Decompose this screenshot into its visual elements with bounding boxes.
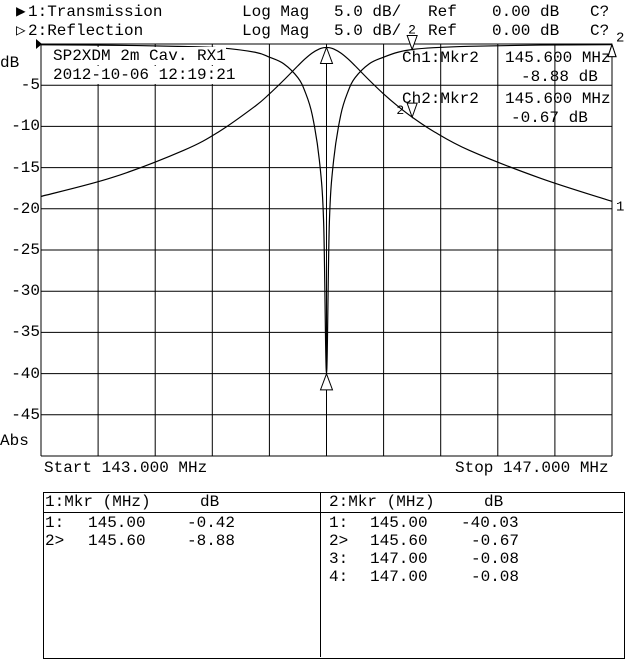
marker-freq: 145.60 xyxy=(88,532,146,550)
marker-id: 3: xyxy=(329,550,349,568)
marker-id: 1: xyxy=(329,514,349,532)
marker-db: -0.42 xyxy=(187,514,236,532)
trace-2 xyxy=(40,44,613,375)
marker-freq: 145.60 xyxy=(370,532,428,550)
marker-db: -8.88 xyxy=(187,532,236,550)
y-unit-label: dB xyxy=(0,54,20,72)
stop-frequency[interactable]: Stop 147.000 MHz xyxy=(455,459,609,477)
marker-freq: 145.00 xyxy=(370,514,428,532)
table-header-db: dB xyxy=(200,493,220,511)
marker-freq: 145.00 xyxy=(88,514,146,532)
active-marker-icon xyxy=(406,35,418,52)
y-tick-label: -45 xyxy=(11,405,40,424)
channel-1-scale: 5.0 dB/ xyxy=(334,3,402,21)
marker-freq: 147.00 xyxy=(370,568,428,586)
ch2-marker-label: Ch2:Mkr2 xyxy=(402,90,479,108)
ch2-marker-value: -0.67 dB xyxy=(511,109,588,127)
marker-id: 2> xyxy=(45,532,65,550)
plot-title: SP2XDM 2m Cav. RX1 xyxy=(53,47,226,65)
ch2-marker-freq: 145.600 MHz xyxy=(505,90,611,108)
marker-number-label: 2 xyxy=(396,103,404,118)
y-tick-label: -10 xyxy=(11,117,40,136)
y-tick-label: -15 xyxy=(11,158,40,177)
table-header-mkr: 1:Mkr (MHz) xyxy=(45,493,151,511)
ch1-marker-label: Ch1:Mkr2 xyxy=(402,49,479,67)
channel-2-label: 2:Reflection xyxy=(28,22,144,40)
marker-db: -0.67 xyxy=(471,532,520,550)
start-frequency[interactable]: Start 143.000 MHz xyxy=(44,459,208,477)
channel-2-ref-value: 0.00 dB xyxy=(492,22,560,40)
table-header-db: dB xyxy=(484,493,504,511)
marker-icon xyxy=(319,46,334,64)
channel-2-cal-status: C? xyxy=(590,22,610,40)
y-tick-label: -20 xyxy=(11,199,40,218)
y-tick-label: -5 xyxy=(20,76,40,95)
channel-2-format: Log Mag xyxy=(242,22,310,40)
marker-id: 1: xyxy=(45,514,65,532)
edge-marker-icon xyxy=(607,43,617,58)
marker-db: -40.03 xyxy=(461,514,519,532)
marker-freq: 147.00 xyxy=(370,550,428,568)
channel-1-indicator: ▶ xyxy=(16,3,26,21)
ch1-marker-value: -8.88 dB xyxy=(521,68,598,86)
channel-2-indicator: ▷ xyxy=(16,22,26,40)
y-tick-label: -25 xyxy=(11,241,40,259)
ch1-marker-freq: 145.600 MHz xyxy=(505,49,611,67)
marker-db: -0.08 xyxy=(471,568,520,586)
channel-1-ref-label: Ref xyxy=(428,3,457,21)
marker-id: 2> xyxy=(329,532,349,550)
marker-number-label: 2 xyxy=(408,23,416,38)
trace-end-label: 2 xyxy=(616,31,624,47)
marker-table-divider xyxy=(320,492,321,657)
marker-table-header-rule xyxy=(43,512,623,513)
trace-end-label: 1 xyxy=(616,199,624,215)
channel-1-cal-status: C? xyxy=(590,3,610,21)
channel-1-format: Log Mag xyxy=(242,3,310,21)
channel-2-ref-label: Ref xyxy=(428,22,457,40)
y-tick-label: -40 xyxy=(11,364,40,383)
y-mode-label: Abs xyxy=(0,432,29,450)
y-tick-label: -30 xyxy=(11,282,40,301)
marker-db: -0.08 xyxy=(471,550,520,568)
reference-level-arrow-icon xyxy=(36,39,42,49)
channel-1-label: 1:Transmission xyxy=(28,3,163,21)
channel-1-ref-value: 0.00 dB xyxy=(492,3,560,21)
channel-2-scale: 5.0 dB/ xyxy=(334,22,402,40)
plot-timestamp: 2012-10-06 12:19:21 xyxy=(53,66,236,84)
graticule xyxy=(36,39,613,457)
marker-icon xyxy=(319,372,334,391)
marker-id: 4: xyxy=(329,568,349,586)
table-header-mkr: 2:Mkr (MHz) xyxy=(329,493,435,511)
y-tick-label: -35 xyxy=(11,323,40,342)
active-marker-icon xyxy=(406,102,418,119)
